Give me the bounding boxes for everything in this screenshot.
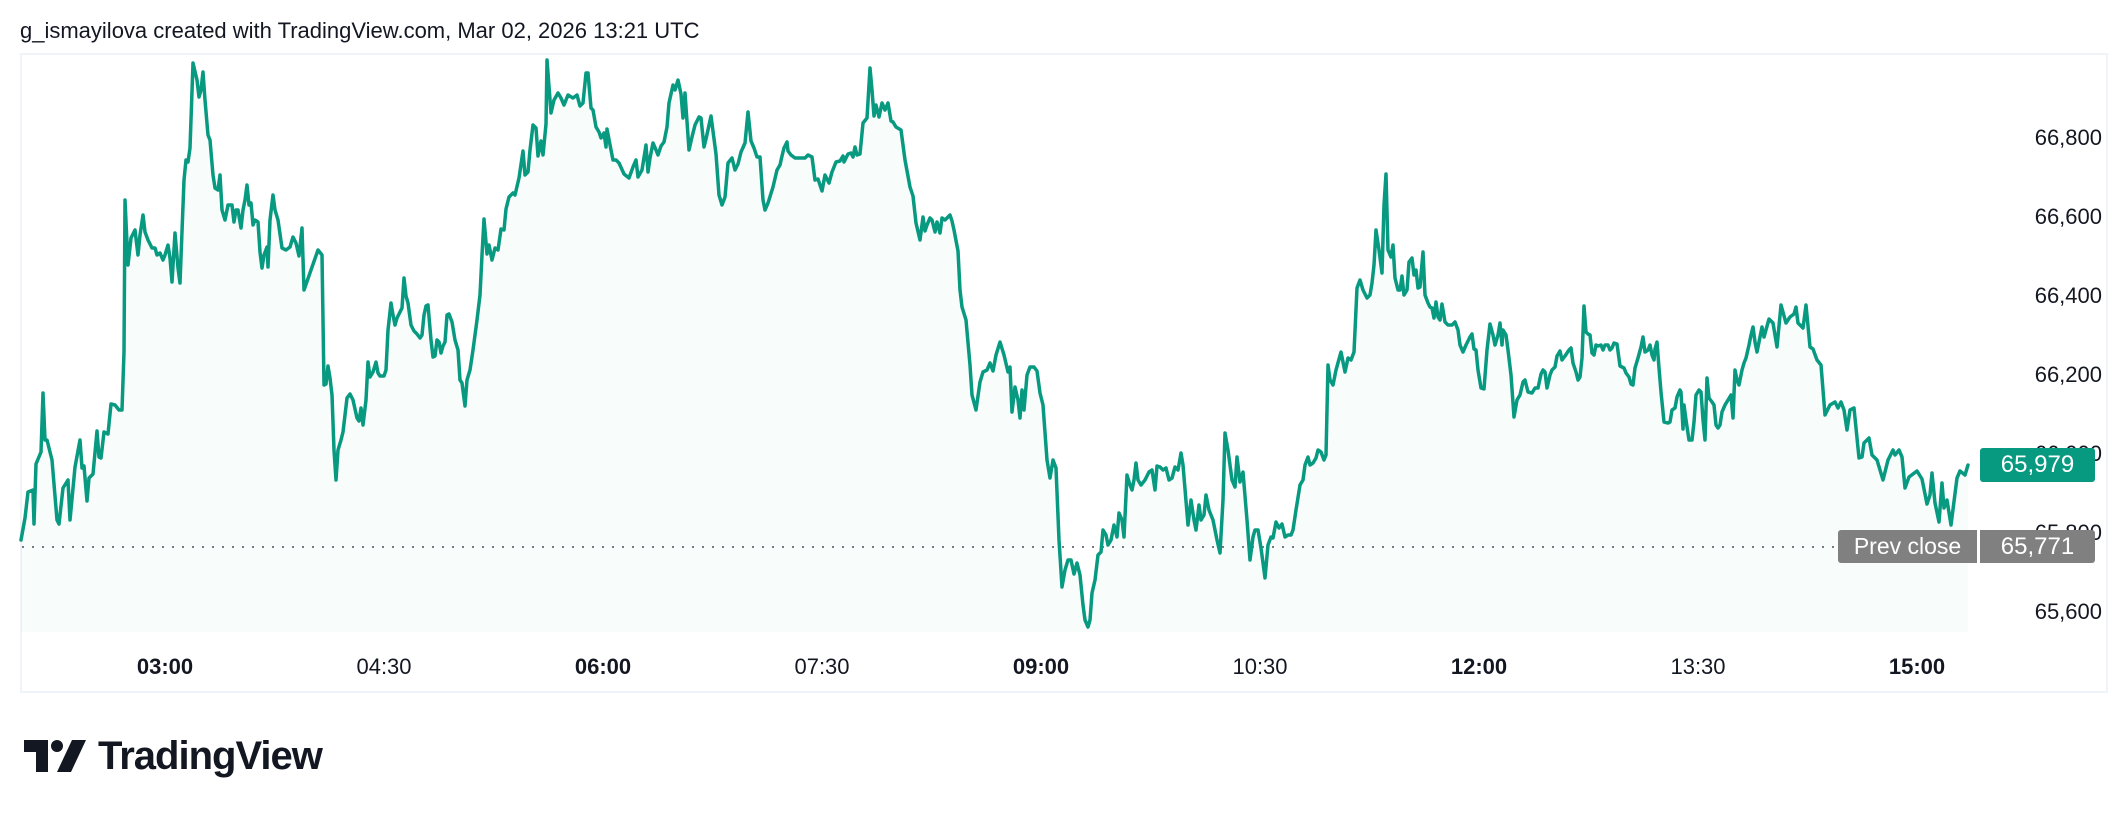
time-tick-label: 07:30	[794, 654, 850, 679]
time-tick-label: 10:30	[1232, 654, 1288, 679]
chart-attribution-title: g_ismayilova created with TradingView.co…	[20, 18, 700, 43]
time-tick-label: 13:30	[1670, 654, 1726, 679]
time-tick-label: 04:30	[356, 654, 412, 679]
price-line	[19, 58, 1970, 629]
chart-frame[interactable]	[20, 53, 2108, 693]
time-tick-label: 12:00	[1450, 654, 1508, 679]
last-price-label: 65,979	[1980, 448, 2095, 482]
time-tick-label: 09:00	[1012, 654, 1070, 679]
prev-close-value-label: 65,771	[1980, 530, 2095, 563]
tradingview-wordmark: TradingView	[98, 734, 323, 778]
time-tick-label: 03:00	[136, 654, 194, 679]
tradingview-logo-icon	[24, 740, 86, 772]
time-tick-label: 06:00	[574, 654, 632, 679]
time-tick-label: 15:00	[1888, 654, 1946, 679]
price-tick-label: 66,400	[2034, 283, 2102, 308]
price-tick-label: 66,200	[2034, 362, 2102, 387]
tradingview-logo[interactable]: TradingView	[24, 734, 323, 778]
prev-close-tag: Prev close	[1838, 530, 1977, 563]
price-tick-label: 66,600	[2034, 204, 2102, 229]
price-tick-label: 65,600	[2034, 599, 2102, 624]
price-tick-label: 66,800	[2034, 125, 2102, 150]
